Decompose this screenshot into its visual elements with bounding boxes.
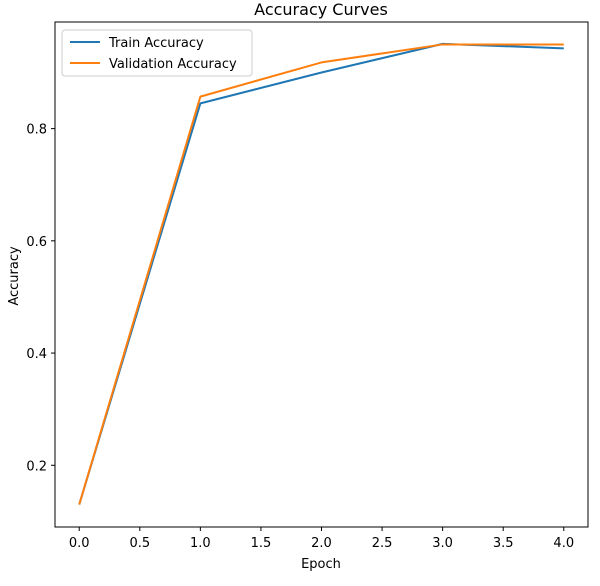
x-tick-label: 0.5 xyxy=(129,536,150,551)
chart-title: Accuracy Curves xyxy=(254,0,388,19)
x-tick-label: 1.5 xyxy=(251,536,272,551)
x-tick-label: 4.0 xyxy=(553,536,574,551)
y-tick-label: 0.8 xyxy=(26,123,47,138)
legend: Train Accuracy Validation Accuracy xyxy=(61,29,253,77)
y-tick-label: 0.2 xyxy=(26,459,47,474)
x-tick-label: 0.0 xyxy=(69,536,90,551)
x-tick-label: 2.0 xyxy=(311,536,332,551)
x-axis-label: Epoch xyxy=(301,557,341,572)
x-tick-label: 2.5 xyxy=(372,536,393,551)
legend-label-train: Train Accuracy xyxy=(108,36,204,51)
y-tick-label: 0.6 xyxy=(26,235,47,250)
plot-area: 0.0 0.5 1.0 1.5 2.0 2.5 3.0 3.5 4.0 0.2 0.4 0.6 0.8 xyxy=(26,21,589,551)
x-tick-label: 3.0 xyxy=(432,536,453,551)
y-axis-label: Accuracy xyxy=(7,246,22,306)
series-lines xyxy=(78,42,564,505)
y-tick-label: 0.4 xyxy=(26,347,47,362)
legend-label-validation: Validation Accuracy xyxy=(109,57,237,72)
y-axis: 0.2 0.4 0.6 0.8 xyxy=(26,123,55,474)
x-tick-label: 1.0 xyxy=(190,536,211,551)
legend-box xyxy=(61,29,253,77)
x-axis: 0.0 0.5 1.0 1.5 2.0 2.5 3.0 3.5 4.0 xyxy=(69,527,574,551)
validation-accuracy-line xyxy=(78,43,564,505)
x-tick-label: 3.5 xyxy=(493,536,514,551)
